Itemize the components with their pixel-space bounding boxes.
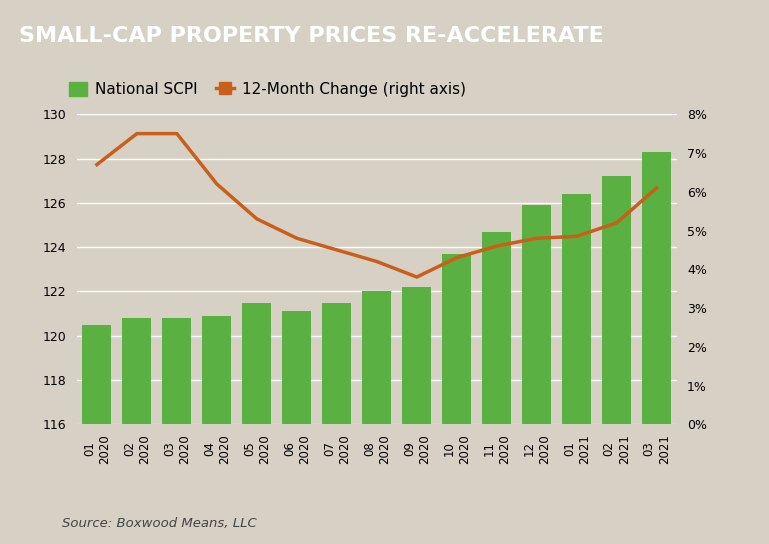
Text: SMALL-CAP PROPERTY PRICES RE-ACCELERATE: SMALL-CAP PROPERTY PRICES RE-ACCELERATE bbox=[19, 26, 604, 46]
Bar bbox=[562, 194, 591, 424]
Legend: National SCPI, 12-Month Change (right axis): National SCPI, 12-Month Change (right ax… bbox=[69, 82, 466, 97]
Bar bbox=[82, 325, 112, 424]
Bar bbox=[602, 176, 631, 424]
Bar bbox=[642, 152, 671, 424]
Text: Source: Boxwood Means, LLC: Source: Boxwood Means, LLC bbox=[62, 517, 256, 530]
Bar bbox=[162, 318, 191, 424]
Bar bbox=[442, 254, 471, 424]
Bar bbox=[482, 232, 511, 424]
Bar bbox=[122, 318, 151, 424]
Bar bbox=[282, 311, 311, 424]
Bar bbox=[402, 287, 431, 424]
Bar bbox=[242, 302, 271, 424]
Bar bbox=[522, 205, 551, 424]
Bar bbox=[202, 316, 231, 424]
Bar bbox=[322, 302, 351, 424]
Bar bbox=[362, 292, 391, 424]
